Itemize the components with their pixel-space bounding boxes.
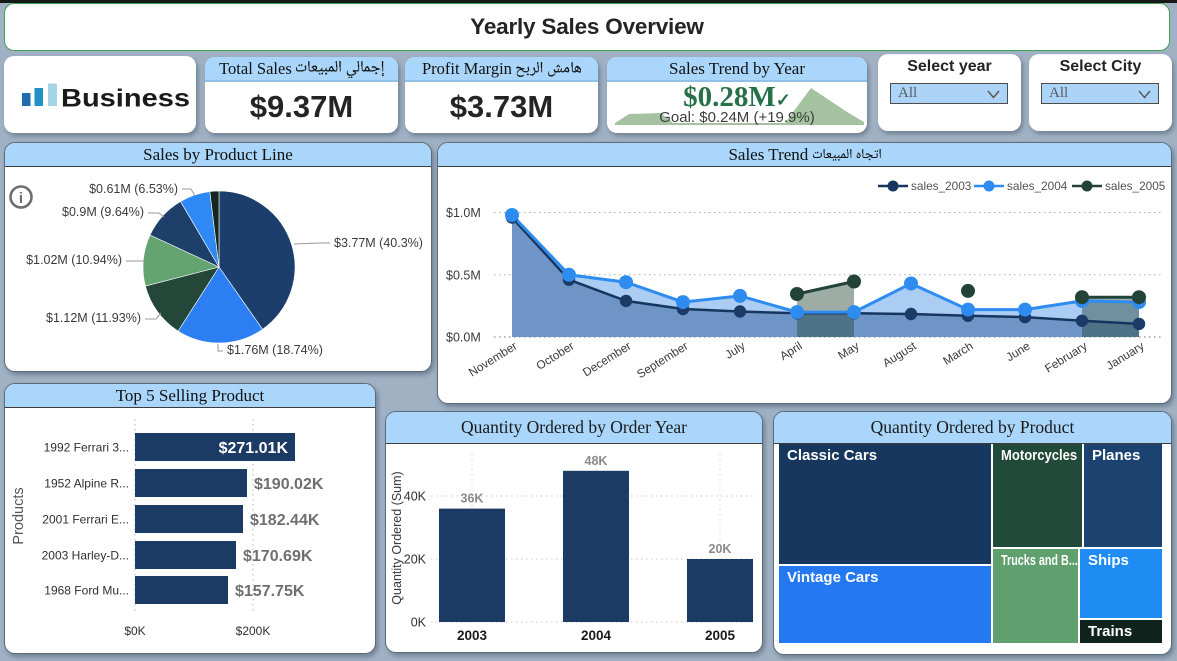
svg-text:July: July xyxy=(722,339,747,362)
svg-text:0K: 0K xyxy=(411,616,427,630)
svg-text:$0.9M (9.64%): $0.9M (9.64%) xyxy=(62,205,144,219)
svg-text:2005: 2005 xyxy=(705,628,736,643)
svg-text:20K: 20K xyxy=(404,553,427,567)
svg-text:$0K: $0K xyxy=(124,624,145,638)
svg-text:$170.69K: $170.69K xyxy=(243,548,313,565)
svg-text:October: October xyxy=(534,339,577,373)
svg-text:$0.0M: $0.0M xyxy=(446,331,481,345)
svg-text:$271.01K: $271.01K xyxy=(219,440,289,457)
svg-text:i: i xyxy=(19,190,23,207)
svg-text:$0.5M: $0.5M xyxy=(446,268,481,282)
svg-text:Business: Business xyxy=(61,85,190,113)
svg-text:January: January xyxy=(1104,339,1147,373)
svg-text:1952 Alpine R...: 1952 Alpine R... xyxy=(44,477,129,491)
svg-text:May: May xyxy=(835,339,861,363)
svg-text:Quantity Ordered (Sum): Quantity Ordered (Sum) xyxy=(390,471,404,604)
svg-text:36K: 36K xyxy=(461,492,484,506)
svg-text:$182.44K: $182.44K xyxy=(250,512,320,529)
svg-text:2003 Harley-D...: 2003 Harley-D... xyxy=(42,549,129,563)
svg-text:1992 Ferrari 3...: 1992 Ferrari 3... xyxy=(44,441,129,455)
svg-text:$1.76M (18.74%): $1.76M (18.74%) xyxy=(227,343,323,357)
svg-text:November: November xyxy=(466,339,520,380)
svg-text:40K: 40K xyxy=(404,490,427,504)
svg-text:$190.02K: $190.02K xyxy=(254,476,324,493)
svg-text:1968 Ford Mu...: 1968 Ford Mu... xyxy=(44,584,129,598)
svg-text:$1.02M (10.94%): $1.02M (10.94%) xyxy=(26,253,122,267)
svg-text:sales_2003: sales_2003 xyxy=(911,179,972,193)
svg-text:$1.12M (11.93%): $1.12M (11.93%) xyxy=(46,311,141,325)
svg-text:$157.75K: $157.75K xyxy=(235,583,305,600)
svg-text:Products: Products xyxy=(11,487,27,544)
svg-text:September: September xyxy=(634,339,690,381)
svg-text:August: August xyxy=(880,338,919,370)
svg-text:2004: 2004 xyxy=(581,628,612,643)
svg-text:December: December xyxy=(580,339,634,380)
svg-text:sales_2005: sales_2005 xyxy=(1105,179,1166,193)
svg-text:sales_2004: sales_2004 xyxy=(1007,179,1068,193)
svg-text:2003: 2003 xyxy=(457,628,488,643)
svg-text:March: March xyxy=(940,339,975,368)
svg-text:April: April xyxy=(777,339,804,363)
svg-text:20K: 20K xyxy=(709,542,732,556)
svg-text:$3.77M (40.3%): $3.77M (40.3%) xyxy=(334,236,423,250)
svg-text:$1.0M: $1.0M xyxy=(446,206,481,220)
svg-text:48K: 48K xyxy=(585,454,608,468)
svg-text:2001 Ferrari E...: 2001 Ferrari E... xyxy=(42,513,129,527)
svg-text:$200K: $200K xyxy=(236,624,271,638)
svg-text:June: June xyxy=(1003,338,1032,364)
svg-text:​$0.61M (6.53%): ​$0.61M (6.53%) xyxy=(89,182,178,196)
svg-text:February: February xyxy=(1042,339,1090,376)
